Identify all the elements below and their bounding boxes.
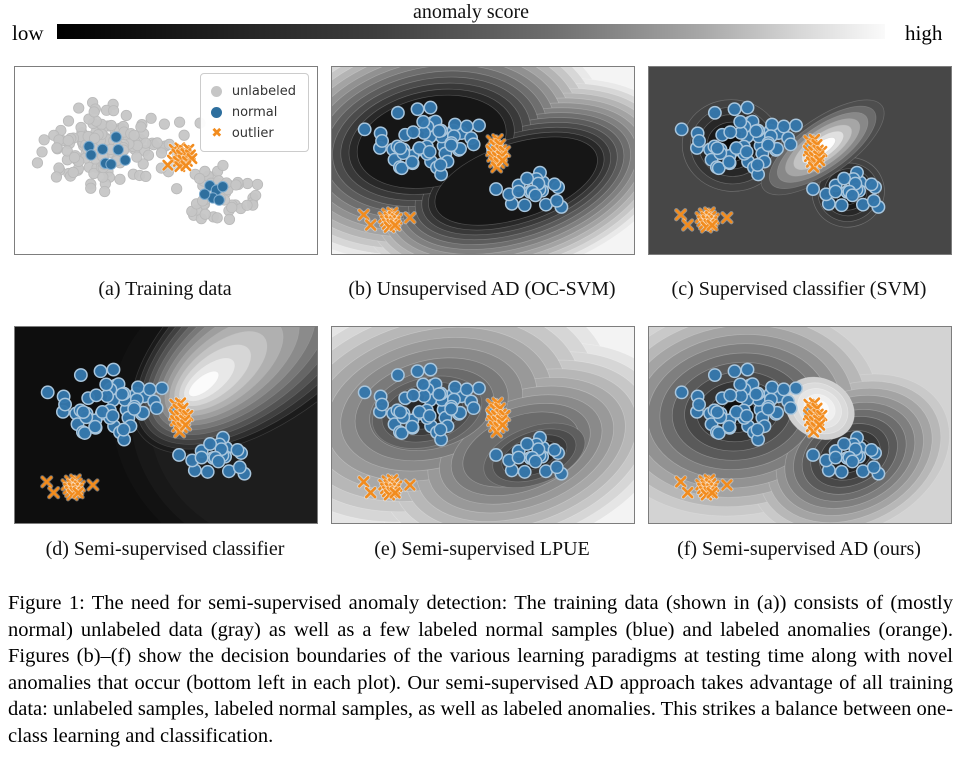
panel-a-caption: (a) Training data xyxy=(98,278,232,300)
panel-b xyxy=(331,66,635,255)
panel-c-caption: (c) Supervised classifier (SVM) xyxy=(671,278,927,300)
panel-f xyxy=(648,326,952,524)
legend-label: outlier xyxy=(231,126,274,141)
panel-b-plot xyxy=(332,67,634,254)
legend-item-outlier: ✖ outlier xyxy=(210,123,296,144)
colorbar-title: anomaly score xyxy=(412,1,530,23)
colorbar-high-label: high xyxy=(905,21,943,45)
legend-item-unlabeled: unlabeled xyxy=(210,81,296,102)
legend-box: unlabeled normal ✖ outlier xyxy=(199,73,309,152)
colorbar-gradient xyxy=(57,24,885,39)
colorbar-low-label: low xyxy=(12,21,44,45)
panel-b-caption: (b) Unsupervised AD (OC-SVM) xyxy=(348,278,616,300)
figure-caption: Figure 1: The need for semi-supervised a… xyxy=(8,592,953,747)
panel-d-plot xyxy=(15,327,317,523)
outlier-marker-icon: ✖ xyxy=(211,125,223,141)
panel-a: unlabeled normal ✖ outlier xyxy=(14,66,318,255)
panel-e xyxy=(331,326,635,524)
panel-d-caption: (d) Semi-supervised classifier xyxy=(45,538,285,560)
panel-e-plot xyxy=(332,327,634,523)
panel-c-plot xyxy=(649,67,951,254)
panel-c xyxy=(648,66,952,255)
legend-label: normal xyxy=(231,105,278,120)
panel-e-caption: (e) Semi-supervised LPUE xyxy=(374,538,590,560)
panel-d xyxy=(14,326,318,524)
panel-f-caption: (f) Semi-supervised AD (ours) xyxy=(677,538,921,560)
unlabeled-marker-icon xyxy=(210,86,222,97)
legend-item-normal: normal xyxy=(210,102,296,123)
normal-marker-icon xyxy=(210,107,222,118)
panel-f-plot xyxy=(649,327,951,523)
legend-label: unlabeled xyxy=(231,84,296,99)
